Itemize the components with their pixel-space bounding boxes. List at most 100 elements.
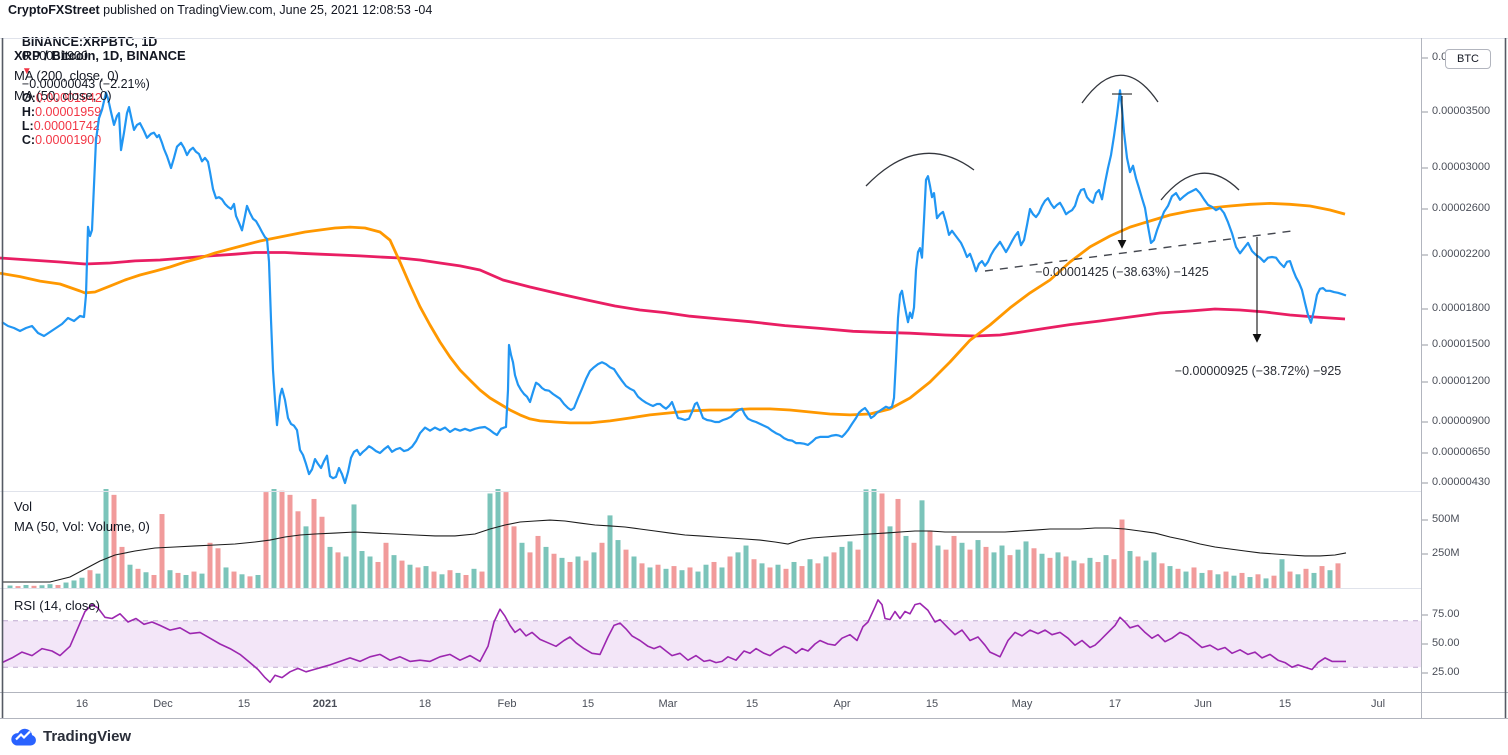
right-shoulder-arc xyxy=(1160,172,1240,201)
volume-bar xyxy=(895,498,901,588)
volume-bar xyxy=(607,515,613,588)
volume-bar xyxy=(655,564,661,588)
open-label: O: xyxy=(21,91,36,105)
volume-bar xyxy=(63,582,69,588)
volume-bar xyxy=(719,567,725,588)
volume-bar xyxy=(479,571,485,588)
volume-bar xyxy=(743,545,749,588)
volume-legend-title[interactable]: Vol xyxy=(14,499,33,514)
volume-bar xyxy=(559,557,565,588)
time-tick-label: Apr xyxy=(833,698,851,710)
volume-bar xyxy=(1007,555,1013,588)
price-tick-label: 0.00000430 xyxy=(1432,476,1491,488)
volume-bar xyxy=(1079,563,1085,588)
volume-bar xyxy=(215,548,221,588)
volume-bar xyxy=(1095,561,1101,588)
volume-bar xyxy=(223,567,229,588)
rsi-legend-title[interactable]: RSI (14, close) xyxy=(14,598,100,613)
volume-bar xyxy=(15,586,21,588)
volume-ma-legend[interactable]: MA (50, Vol: Volume, 0) xyxy=(14,519,150,534)
volume-bar xyxy=(519,542,525,588)
volume-bar xyxy=(799,566,805,588)
volume-bar xyxy=(79,577,85,588)
volume-bar xyxy=(343,556,349,588)
volume-bar xyxy=(975,540,981,588)
volume-bar xyxy=(855,549,861,588)
volume-bar xyxy=(119,546,125,588)
time-tick-label: 16 xyxy=(75,698,89,710)
volume-bar xyxy=(551,553,557,588)
low-label: L: xyxy=(21,119,34,133)
volume-bar xyxy=(1223,571,1229,588)
main-legend-title[interactable]: XRP / Bitcoin, 1D, BINANCE xyxy=(14,48,186,63)
volume-bar xyxy=(439,574,445,588)
volume-bar xyxy=(327,546,333,588)
volume-bar xyxy=(919,500,925,588)
volume-bar xyxy=(1103,555,1109,588)
high-value: 0.00001959 xyxy=(35,105,102,119)
volume-bar xyxy=(879,493,885,588)
ma200-legend[interactable]: MA (200, close, 0) xyxy=(14,68,119,83)
volume-bar xyxy=(1215,574,1221,588)
time-tick-label: May xyxy=(1011,698,1033,710)
head-arc xyxy=(1081,74,1159,104)
volume-bar xyxy=(543,546,549,588)
tradingview-logo-icon xyxy=(11,728,36,746)
volume-bar xyxy=(319,516,325,588)
volume-bar xyxy=(167,570,173,588)
price-line xyxy=(1,89,1347,485)
volume-bar xyxy=(191,571,197,588)
volume-bar xyxy=(775,564,781,588)
price-tick-label: 0.00002200 xyxy=(1432,248,1491,260)
volume-bar xyxy=(959,542,965,588)
volume-ma-line xyxy=(2,519,1347,583)
volume-bar xyxy=(535,535,541,588)
volume-bar xyxy=(503,492,509,588)
volume-bar xyxy=(1263,578,1269,588)
currency-toggle-button[interactable]: BTC xyxy=(1445,49,1491,69)
tradingview-footer[interactable]: TradingView xyxy=(10,726,131,747)
rsi-tick-label: 25.00 xyxy=(1432,666,1460,678)
volume-bar xyxy=(583,560,589,588)
volume-bar xyxy=(815,563,821,588)
volume-bar xyxy=(111,494,117,588)
volume-bar xyxy=(1151,552,1157,588)
volume-bar xyxy=(455,572,461,588)
ma50-legend[interactable]: MA (50, close, 0) xyxy=(14,88,112,103)
volume-bar xyxy=(359,551,365,588)
volume-bar xyxy=(375,561,381,588)
volume-bar xyxy=(271,489,277,588)
price-tick-label: 0.00001800 xyxy=(1432,302,1491,314)
volume-bar xyxy=(1287,571,1293,588)
volume-bar xyxy=(695,571,701,588)
volume-bar xyxy=(1087,557,1093,588)
volume-bar xyxy=(631,556,637,588)
neckline-trendline xyxy=(984,230,1293,272)
volume-bar xyxy=(943,549,949,588)
price-change: −0.00000043 (−2.21%) xyxy=(21,77,150,91)
rsi-pane-legend: RSI (14, close) xyxy=(14,596,100,616)
tradingview-brand-text: TradingView xyxy=(43,728,132,745)
volume-bar xyxy=(591,552,597,588)
main-pane-legend: XRP / Bitcoin, 1D, BINANCE MA (200, clos… xyxy=(14,46,186,106)
volume-bar xyxy=(383,542,389,588)
close-label: C: xyxy=(21,133,36,147)
price-down-icon: ▼ xyxy=(21,66,32,77)
volume-bar xyxy=(967,549,973,588)
publish-info-rest: published on TradingView.com, June 25, 2… xyxy=(99,3,433,17)
open-value: 0.00001942 xyxy=(35,91,102,105)
volume-bar xyxy=(23,584,29,588)
volume-bar xyxy=(399,560,405,588)
volume-bar xyxy=(735,552,741,588)
volume-bar xyxy=(7,585,13,588)
volume-bar xyxy=(159,514,165,588)
volume-bar xyxy=(47,584,53,588)
volume-bar xyxy=(71,580,77,588)
volume-bar xyxy=(1335,563,1341,588)
volume-bar xyxy=(311,498,317,588)
volume-bar xyxy=(471,568,477,588)
volume-pane-legend: Vol MA (50, Vol: Volume, 0) xyxy=(14,497,150,537)
volume-bar xyxy=(671,566,677,588)
